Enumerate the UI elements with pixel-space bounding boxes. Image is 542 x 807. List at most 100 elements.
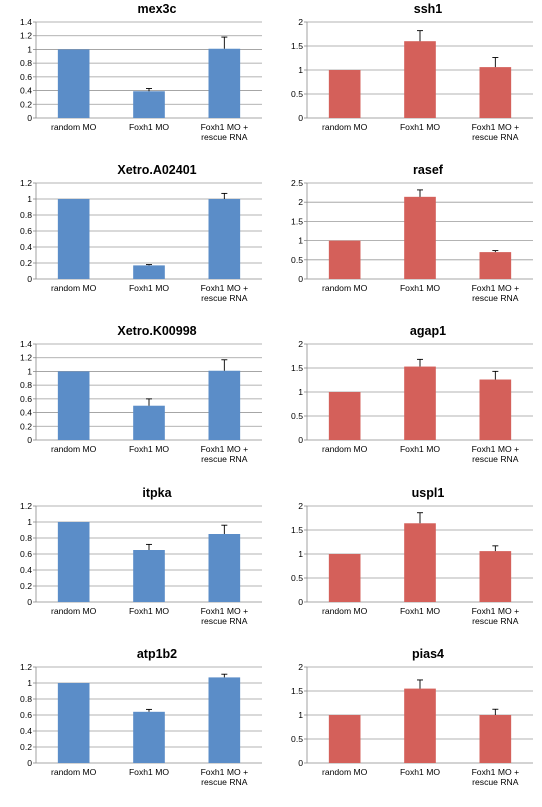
y-tick-label: 0.2 (20, 742, 32, 752)
x-tick-label: random MO (322, 767, 368, 777)
x-tick-label: Foxh1 MO + rescue RNA (472, 122, 520, 142)
chart-panel-uspl1: uspl1 0 0.5 1 1.5 2 random MO Foxh1 MO Foxh1 MO … (271, 484, 542, 645)
chart-panel-rasef: rasef 0 0.5 1 1.5 2 2.5 random MO Foxh1 MO Foxh1 … (271, 161, 542, 322)
bar (133, 405, 165, 440)
bar-chart: atp1b2 0 0.2 0.4 0.6 0.8 1 1.2 random MO Foxh1 MO… (20, 647, 262, 787)
y-tick-label: 0.6 (20, 394, 32, 404)
y-tick-label: 1.5 (291, 525, 303, 535)
y-tick-label: 2 (298, 339, 303, 349)
y-tick-label: 0.4 (20, 565, 32, 575)
y-tick-label: 1 (27, 44, 32, 54)
x-tick-label: random MO (322, 122, 368, 132)
chart-panel-ssh1: ssh1 0 0.5 1 1.5 2 random MO Foxh1 MO Foxh1 MO +… (271, 0, 542, 161)
chart-title: Xetro.A02401 (117, 163, 196, 177)
chart-title: agap1 (410, 324, 446, 338)
bar (479, 252, 512, 279)
x-tick-label: random MO (322, 283, 368, 293)
chart-panel-xetro-a02401: Xetro.A02401 0 0.2 0.4 0.6 0.8 1 1.2 random MO Fo… (0, 161, 271, 322)
bar (328, 240, 361, 279)
y-tick-label: 1 (298, 236, 303, 246)
chart-title: atp1b2 (137, 647, 177, 661)
chart-panel-pias4: pias4 0 0.5 1 1.5 2 random MO Foxh1 MO Foxh1 MO … (271, 645, 542, 806)
chart-title: pias4 (412, 647, 444, 661)
x-tick-label: Foxh1 MO (129, 444, 169, 454)
y-tick-label: 1 (27, 366, 32, 376)
bar-chart: Xetro.A02401 0 0.2 0.4 0.6 0.8 1 1.2 random MO Fo… (20, 163, 262, 303)
bar (404, 688, 436, 763)
bar-chart: pias4 0 0.5 1 1.5 2 random MO Foxh1 MO Foxh1 MO … (291, 647, 533, 787)
y-tick-label: 0 (298, 113, 303, 123)
x-tick-label: Foxh1 MO + rescue RNA (201, 122, 249, 142)
bar-chart: rasef 0 0.5 1 1.5 2 2.5 random MO Foxh1 MO Foxh1 … (291, 163, 533, 303)
y-tick-label: 2 (298, 662, 303, 672)
bar (133, 91, 165, 118)
bar (328, 392, 361, 440)
bar-chart: ssh1 0 0.5 1 1.5 2 random MO Foxh1 MO Foxh1 MO +… (291, 2, 533, 142)
x-tick-label: Foxh1 MO (129, 283, 169, 293)
bar (208, 370, 241, 440)
x-tick-label: Foxh1 MO (129, 122, 169, 132)
chart-title: mex3c (138, 2, 177, 16)
x-tick-label: random MO (322, 606, 368, 616)
chart-title: ssh1 (414, 2, 443, 16)
x-tick-label: Foxh1 MO (400, 122, 440, 132)
y-tick-label: 0.8 (20, 58, 32, 68)
y-tick-label: 0.6 (20, 72, 32, 82)
y-tick-label: 0.5 (291, 411, 303, 421)
x-tick-label: Foxh1 MO (129, 606, 169, 616)
bar (208, 48, 241, 118)
x-tick-label: Foxh1 MO (400, 767, 440, 777)
y-tick-label: 1.5 (291, 216, 303, 226)
bar (479, 715, 512, 763)
bar (479, 551, 512, 602)
y-tick-label: 1.2 (20, 31, 32, 41)
bar (404, 523, 436, 602)
y-tick-label: 0.5 (291, 255, 303, 265)
chart-panel-atp1b2: atp1b2 0 0.2 0.4 0.6 0.8 1 1.2 random MO Foxh1 MO… (0, 645, 271, 806)
y-tick-label: 1.5 (291, 41, 303, 51)
chart-panel-mex3c: mex3c 0 0.2 0.4 0.6 0.8 1 1.2 1.4 random MO Foxh1 … (0, 0, 271, 161)
x-tick-label: Foxh1 MO + rescue RNA (201, 283, 249, 303)
y-tick-label: 0.5 (291, 573, 303, 583)
x-tick-label: Foxh1 MO + rescue RNA (201, 606, 249, 626)
bar (479, 379, 512, 440)
bar-chart: mex3c 0 0.2 0.4 0.6 0.8 1 1.2 1.4 random MO Foxh1 … (20, 2, 262, 142)
y-tick-label: 0.2 (20, 421, 32, 431)
y-tick-label: 0 (27, 113, 32, 123)
chart-panel-itpka: itpka 0 0.2 0.4 0.6 0.8 1 1.2 random MO Foxh1 MO F… (0, 484, 271, 645)
bar-chart: uspl1 0 0.5 1 1.5 2 random MO Foxh1 MO Foxh1 MO … (291, 486, 533, 626)
bar (133, 265, 165, 279)
chart-title: itpka (142, 486, 172, 500)
bar (133, 550, 165, 602)
bar (328, 554, 361, 602)
chart-title: Xetro.K00998 (117, 324, 196, 338)
y-tick-label: 0.8 (20, 533, 32, 543)
bar (404, 366, 436, 440)
x-tick-label: Foxh1 MO + rescue RNA (201, 444, 249, 464)
bar (57, 49, 90, 118)
y-tick-label: 0 (298, 274, 303, 284)
x-tick-label: Foxh1 MO + rescue RNA (472, 444, 520, 464)
bar (57, 683, 90, 763)
y-tick-label: 1.2 (20, 501, 32, 511)
y-tick-label: 0.8 (20, 694, 32, 704)
y-tick-label: 0 (298, 597, 303, 607)
y-tick-label: 0.8 (20, 380, 32, 390)
y-tick-label: 0 (27, 597, 32, 607)
y-tick-label: 0.2 (20, 258, 32, 268)
chart-panel-xetro-k00998: Xetro.K00998 0 0.2 0.4 0.6 0.8 1 1.2 1.4 random M… (0, 322, 271, 483)
y-tick-label: 1 (298, 387, 303, 397)
y-tick-label: 1.4 (20, 339, 32, 349)
y-tick-label: 0.4 (20, 86, 32, 96)
y-tick-label: 1.2 (20, 178, 32, 188)
y-tick-label: 0 (27, 274, 32, 284)
bar-chart: agap1 0 0.5 1 1.5 2 random MO Foxh1 MO Foxh1 MO … (291, 324, 533, 464)
bar (328, 70, 361, 118)
y-tick-label: 0.5 (291, 89, 303, 99)
x-tick-label: Foxh1 MO + rescue RNA (472, 606, 520, 626)
bar (404, 196, 436, 279)
x-tick-label: Foxh1 MO (129, 767, 169, 777)
bar (328, 715, 361, 763)
y-tick-label: 1 (27, 517, 32, 527)
